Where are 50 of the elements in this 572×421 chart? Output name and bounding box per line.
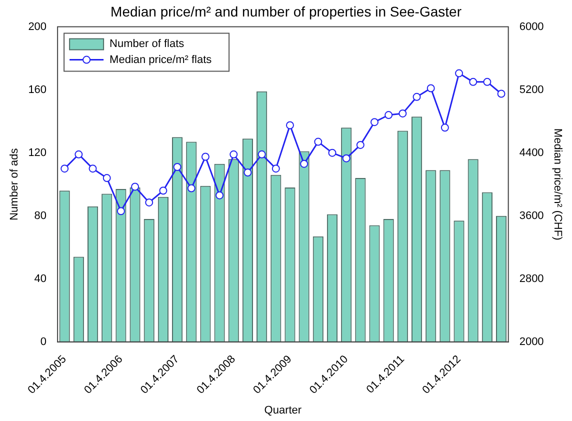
point [201,152,210,161]
x-axis-title: Quarter [264,404,302,416]
point [74,150,83,158]
point [102,174,111,182]
point [131,182,140,191]
point [370,118,379,126]
point [272,164,280,173]
point [145,198,154,206]
y2-tick-label: 2800 [519,272,544,285]
point [455,69,464,78]
point [244,168,252,177]
point [497,90,506,98]
y2-tick-label: 3600 [519,210,544,222]
point [384,111,393,120]
point [286,121,294,130]
point [440,124,449,132]
y-tick-label: 160 [28,84,47,96]
y-tick-label: 200 [28,20,47,33]
y-tick-label: 120 [28,146,47,159]
y-axis-title: Number of ads [8,148,21,220]
point [88,164,97,173]
point [60,164,69,173]
y2-axis-title: Median price/m² (CHF) [551,128,564,240]
y-tick-label: 40 [34,272,47,285]
y-tick-label: 80 [34,210,47,222]
point [116,207,125,216]
y-tick-label: 0 [40,336,47,348]
chart-title: Median price/m² and number of properties in See-Gaster [110,3,462,20]
point [173,163,182,172]
y2-tick-label: 2000 [519,336,544,348]
point [216,191,224,200]
point [328,148,336,157]
legend-label: Median price/m² flats [110,54,212,66]
y2-tick-label: 4400 [519,146,544,159]
point [159,186,168,195]
point [469,78,478,86]
point [342,154,350,162]
point [483,78,492,86]
y2-tick-label: 5200 [519,84,544,96]
legend-label: Number of flats [110,38,185,50]
point [356,140,364,149]
point [314,138,322,146]
point [426,84,435,92]
y2-tick-label: 6000 [519,20,544,33]
point [412,92,421,101]
point [300,160,308,168]
point [258,150,266,158]
point [398,109,407,118]
point [187,184,196,192]
point [230,150,238,158]
